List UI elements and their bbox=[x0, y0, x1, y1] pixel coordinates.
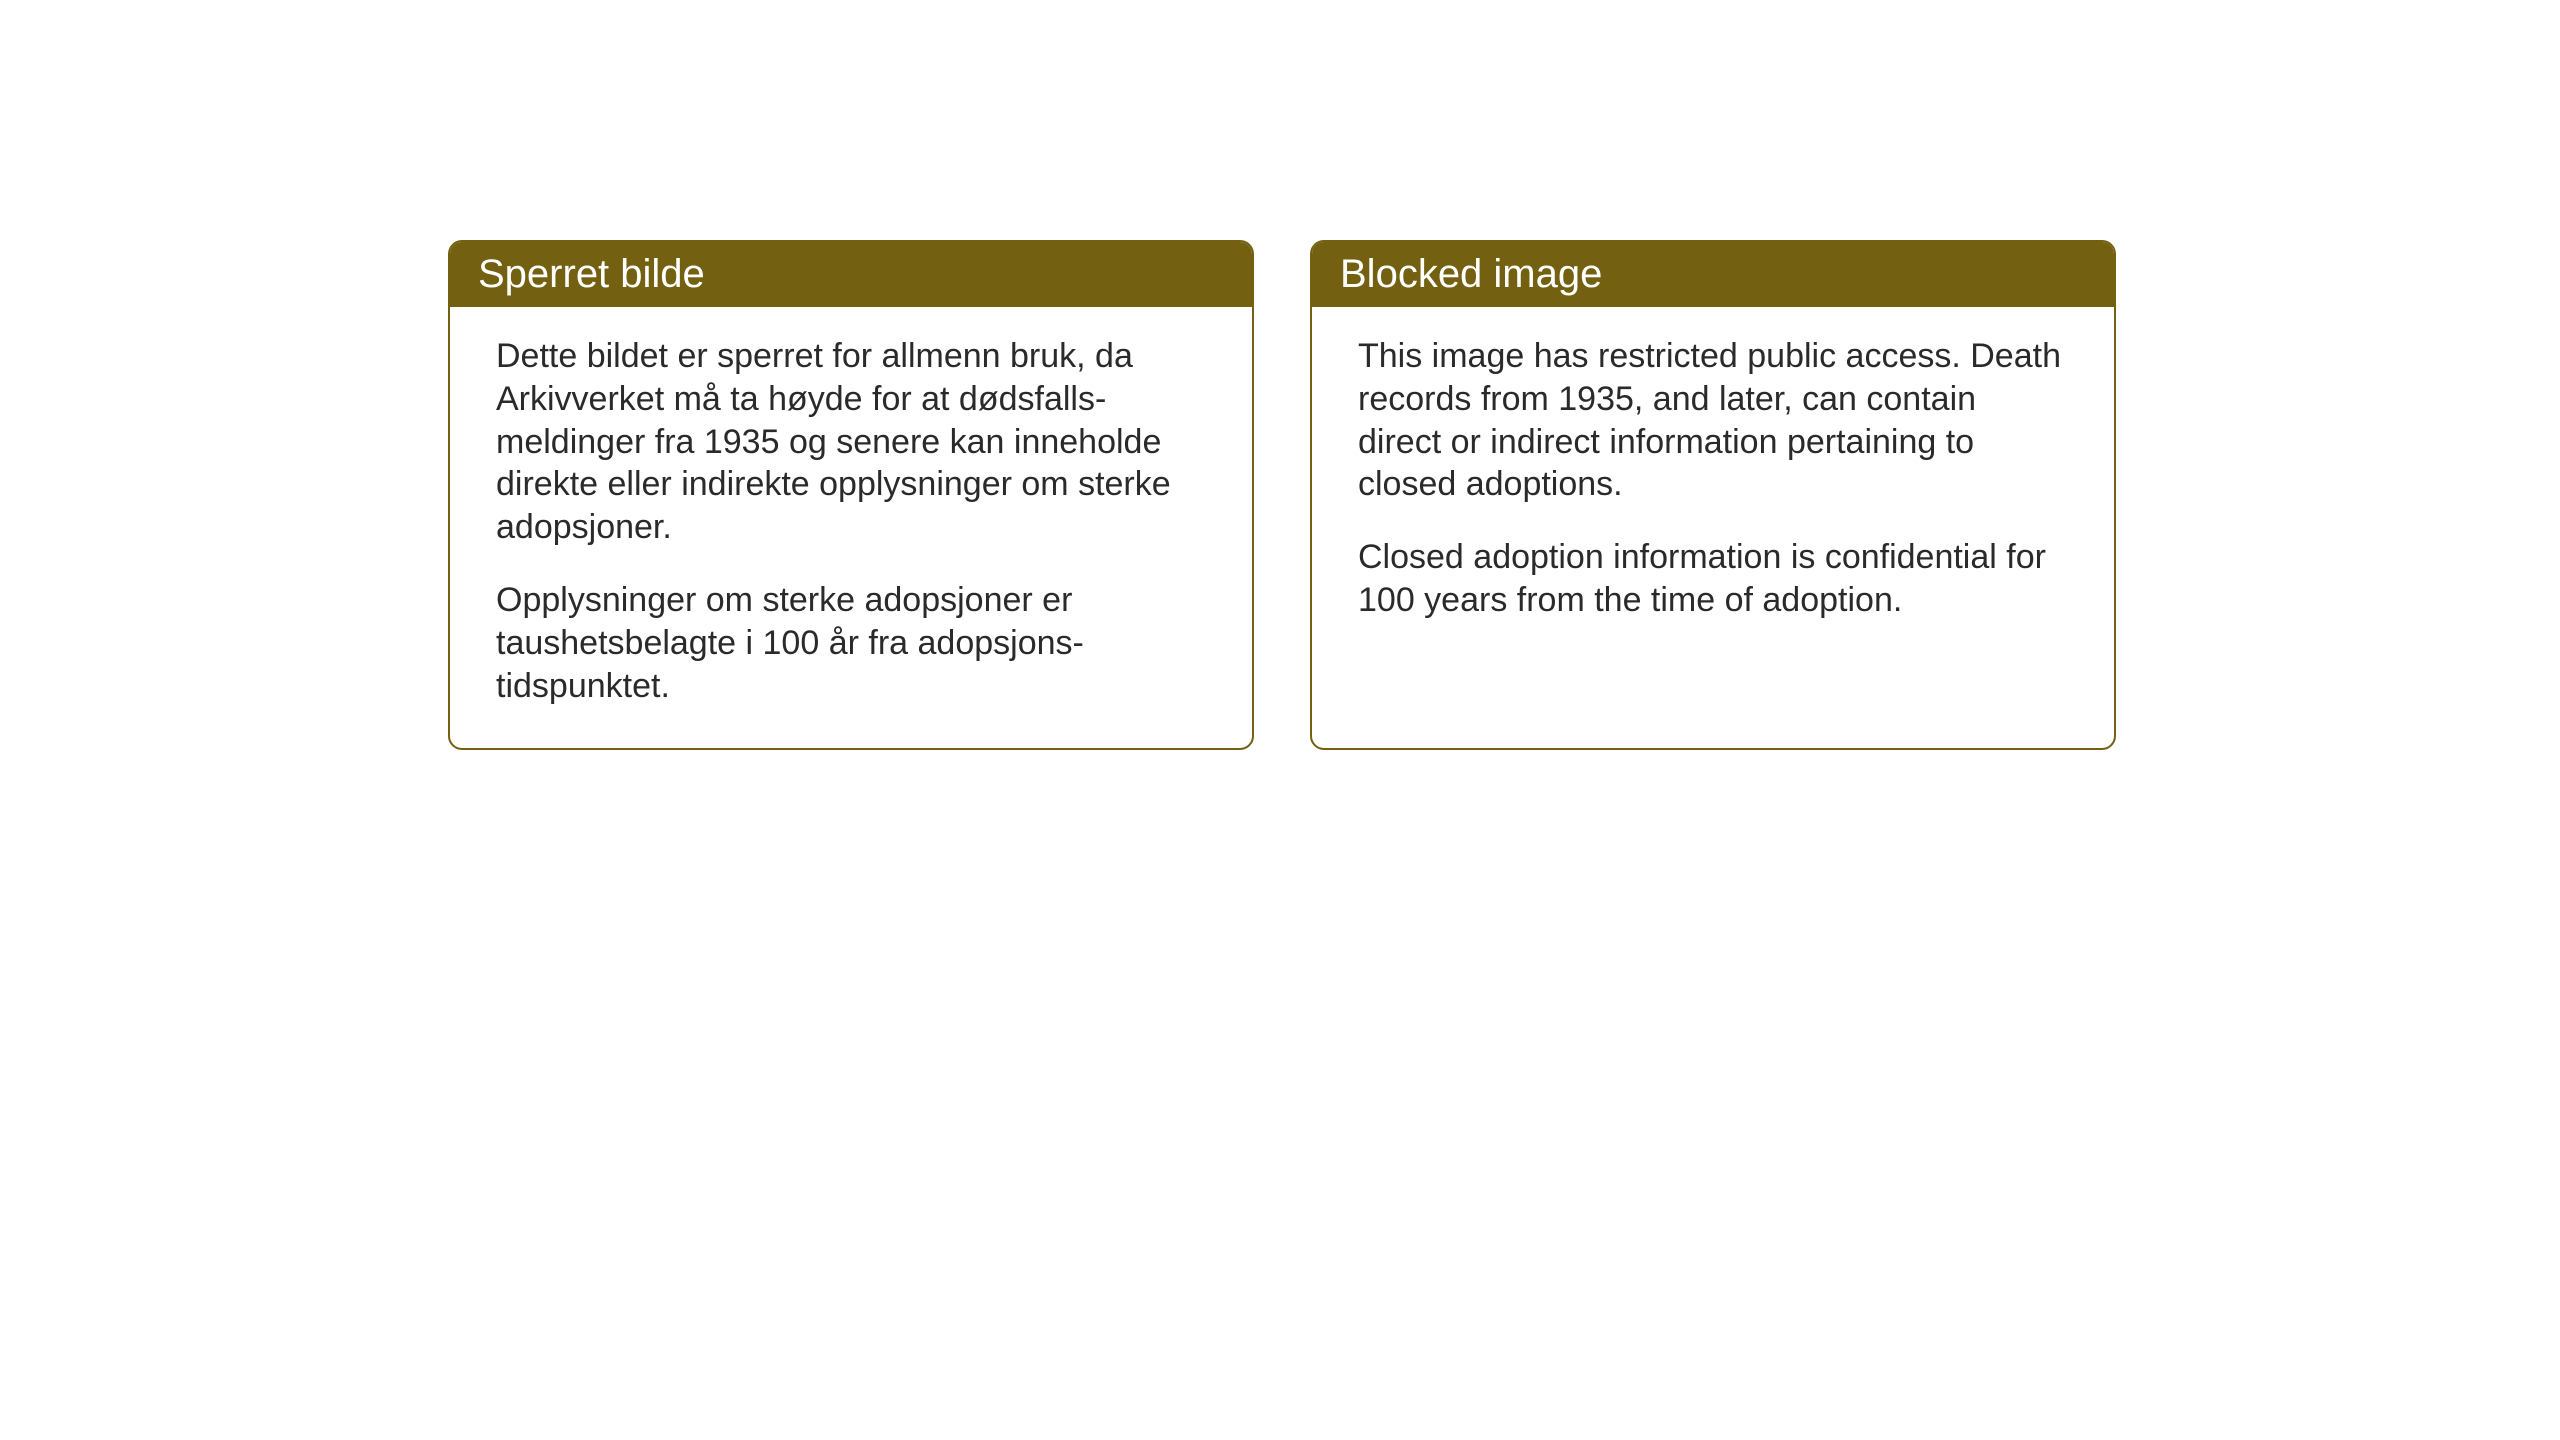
card-english-title: Blocked image bbox=[1340, 252, 1602, 296]
card-norwegian-body: Dette bildet er sperret for allmenn bruk… bbox=[450, 307, 1252, 744]
card-english-body: This image has restricted public access.… bbox=[1312, 307, 2114, 658]
card-norwegian: Sperret bilde Dette bildet er sperret fo… bbox=[448, 240, 1254, 750]
card-english-paragraph-2: Closed adoption information is confident… bbox=[1358, 536, 2068, 622]
card-english: Blocked image This image has restricted … bbox=[1310, 240, 2116, 750]
card-english-header: Blocked image bbox=[1312, 242, 2114, 307]
cards-container: Sperret bilde Dette bildet er sperret fo… bbox=[448, 240, 2116, 750]
card-norwegian-paragraph-2: Opplysninger om sterke adopsjoner er tau… bbox=[496, 579, 1206, 707]
card-english-paragraph-1: This image has restricted public access.… bbox=[1358, 335, 2068, 506]
card-norwegian-header: Sperret bilde bbox=[450, 242, 1252, 307]
card-norwegian-title: Sperret bilde bbox=[478, 252, 705, 296]
card-norwegian-paragraph-1: Dette bildet er sperret for allmenn bruk… bbox=[496, 335, 1206, 549]
